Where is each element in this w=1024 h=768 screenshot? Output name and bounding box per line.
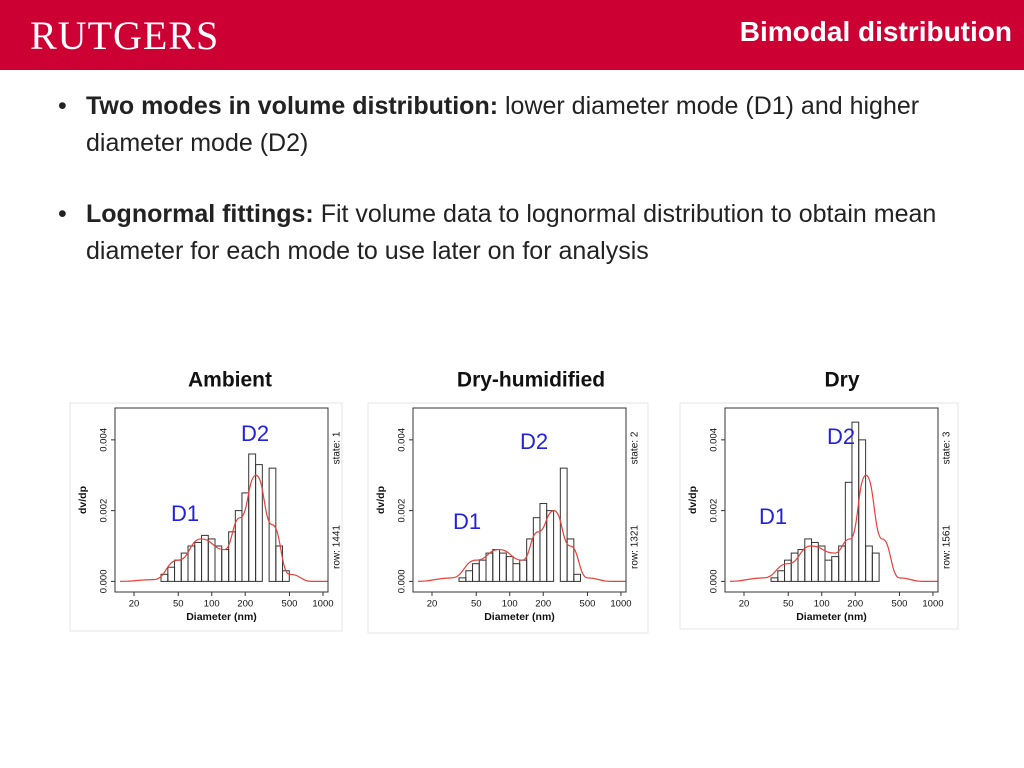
header-bar: RUTGERS Bimodal distribution xyxy=(0,0,1024,70)
fit-line xyxy=(418,510,626,582)
bullet-text: Fit volume data to lognormal distributio… xyxy=(86,200,937,265)
mode-label: D2 xyxy=(827,424,855,449)
x-tick-label: 1000 xyxy=(610,599,631,610)
x-tick-label: 100 xyxy=(502,599,518,610)
plot-frame xyxy=(724,407,939,593)
chart-title: Dry xyxy=(824,369,859,392)
side-label: state: 2 xyxy=(630,431,641,464)
fit-line xyxy=(120,474,328,582)
mode-label: D2 xyxy=(241,421,269,446)
chart: 20 50 100 200 500 1000 0.000 0.002 0.004 Diameter… xyxy=(367,402,649,634)
mode-label: D1 xyxy=(759,504,787,529)
chart: 20 50 100 200 500 1000 0.000 0.002 0.004 Diameter… xyxy=(69,402,343,632)
plot-frame xyxy=(412,407,627,593)
y-tick-label: 0.002 xyxy=(709,499,720,523)
histogram-bar xyxy=(255,464,263,582)
histogram-bar xyxy=(559,467,568,582)
histogram-bar xyxy=(871,552,880,582)
chart-title: Ambient xyxy=(188,369,272,392)
y-tick-label: 0.004 xyxy=(709,428,720,452)
mode-label: D2 xyxy=(520,429,548,454)
y-axis-label: dv/dp xyxy=(375,486,387,514)
x-tick-label: 100 xyxy=(814,599,830,610)
x-tick-label: 500 xyxy=(282,599,298,610)
bullet-bold: Two modes in volume distribution: xyxy=(86,92,499,120)
side-label: state: 1 xyxy=(332,431,343,464)
x-tick-label: 200 xyxy=(535,599,551,610)
y-tick-label: 0.000 xyxy=(99,569,110,593)
chart-background xyxy=(69,402,343,632)
chart: 20 50 100 200 500 1000 0.000 0.002 0.004 Diameter… xyxy=(679,402,959,630)
x-tick-label: 50 xyxy=(783,599,794,610)
plot-frame xyxy=(114,407,329,593)
histogram-bar xyxy=(546,510,555,582)
y-tick-label: 0.004 xyxy=(397,428,408,452)
side-label: row: 1561 xyxy=(942,525,953,569)
x-tick-label: 500 xyxy=(892,599,908,610)
bullet-text: lower diameter mode (D1) and higher diam… xyxy=(86,92,920,157)
chart-title: Dry-humidified xyxy=(457,369,605,392)
histogram-bar xyxy=(566,538,575,582)
bullet: Lognormal fittings: Fit volume data to l… xyxy=(58,196,958,270)
histogram-bar xyxy=(858,439,867,582)
x-tick-label: 200 xyxy=(237,599,253,610)
bullet: Two modes in volume distribution: lower … xyxy=(58,88,958,162)
x-tick-label: 500 xyxy=(580,599,596,610)
y-tick-label: 0.002 xyxy=(397,499,408,523)
x-tick-label: 20 xyxy=(427,599,438,610)
chart-background xyxy=(679,402,959,630)
side-label: row: 1441 xyxy=(332,525,343,569)
slide-title: Bimodal distribution xyxy=(739,16,1012,47)
x-tick-label: 20 xyxy=(739,599,750,610)
x-tick-label: 200 xyxy=(847,599,863,610)
side-label: state: 3 xyxy=(942,431,953,464)
x-tick-label: 50 xyxy=(471,599,482,610)
logo: RUTGERS xyxy=(30,13,220,58)
bullet-list: Two modes in volume distribution: lower … xyxy=(58,88,958,304)
x-tick-label: 1000 xyxy=(922,599,943,610)
mode-label: D1 xyxy=(171,501,199,526)
y-axis-label: dv/dp xyxy=(77,486,89,514)
x-tick-label: 50 xyxy=(173,599,184,610)
y-tick-label: 0.000 xyxy=(397,569,408,593)
histogram-bar xyxy=(275,545,284,582)
side-label: row: 1321 xyxy=(630,525,641,569)
fit-line xyxy=(730,474,938,582)
y-tick-label: 0.004 xyxy=(99,428,110,452)
x-tick-label: 100 xyxy=(204,599,220,610)
bullet-bold: Lognormal fittings: xyxy=(86,200,314,228)
histogram-bar xyxy=(573,573,582,582)
y-tick-label: 0.000 xyxy=(709,569,720,593)
mode-label: D1 xyxy=(453,509,481,534)
x-tick-label: 1000 xyxy=(312,599,333,610)
chart-background xyxy=(367,402,649,634)
y-tick-label: 0.002 xyxy=(99,499,110,523)
x-axis-label: Diameter (nm) xyxy=(796,611,867,623)
y-axis-label: dv/dp xyxy=(687,486,699,514)
x-axis-label: Diameter (nm) xyxy=(484,611,555,623)
x-tick-label: 20 xyxy=(129,599,140,610)
x-axis-label: Diameter (nm) xyxy=(186,611,257,623)
histogram-bar xyxy=(268,467,277,582)
